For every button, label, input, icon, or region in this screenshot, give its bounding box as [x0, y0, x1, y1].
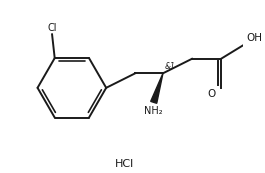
- Polygon shape: [151, 73, 163, 103]
- Text: HCl: HCl: [115, 159, 134, 169]
- Text: OH: OH: [246, 33, 262, 43]
- Text: &1: &1: [165, 62, 176, 71]
- Text: O: O: [208, 89, 216, 99]
- Text: NH₂: NH₂: [144, 106, 163, 116]
- Text: Cl: Cl: [47, 23, 57, 33]
